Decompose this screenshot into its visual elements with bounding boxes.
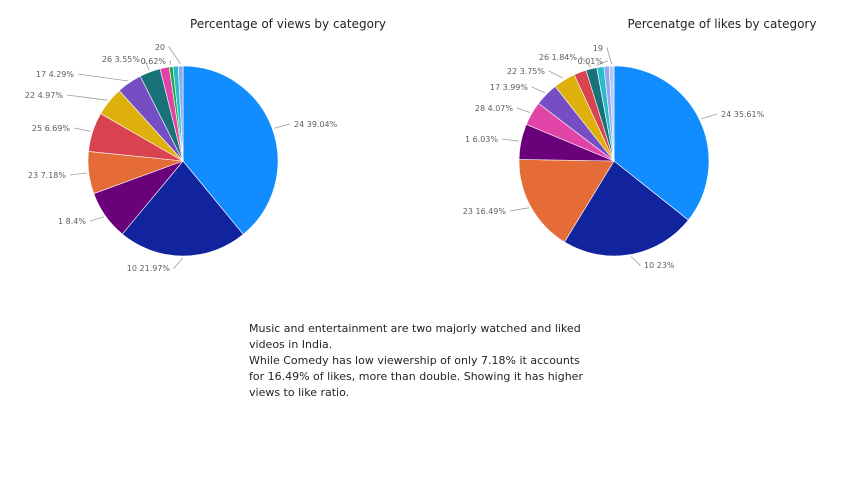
label-leader-line xyxy=(168,46,181,65)
slice-data-label: 19 xyxy=(593,44,603,53)
slice-data-label: 23 16.49% xyxy=(463,207,507,216)
label-leader-line xyxy=(77,73,129,82)
label-leader-line xyxy=(66,94,108,101)
insight-line-1: Music and entertainment are two majorly … xyxy=(249,322,581,351)
label-leader-line xyxy=(596,60,608,66)
label-leader-line xyxy=(169,60,172,65)
slice-data-label: 23 7.18% xyxy=(28,171,67,180)
label-leader-line xyxy=(516,107,531,113)
slice-data-label: 0.62% xyxy=(141,57,167,66)
chart-title: Percentage of views by category xyxy=(190,17,386,31)
slice-data-label: 17 4.29% xyxy=(36,70,75,79)
label-leader-line xyxy=(173,257,184,269)
insight-text-box: Music and entertainment are two majorly … xyxy=(249,321,584,401)
pie-slice[interactable] xyxy=(564,160,689,257)
pie-slice[interactable] xyxy=(518,159,615,243)
slice-data-label: 24 35.61% xyxy=(721,110,765,119)
label-leader-line xyxy=(509,207,530,212)
label-leader-line xyxy=(548,70,564,79)
pie-slice[interactable] xyxy=(121,160,244,257)
pie-chart-1: Percentage of views by category 24 39.04%… xyxy=(25,17,386,273)
slice-data-label: 22 3.75% xyxy=(507,67,546,76)
insight-line-2: While Comedy has low viewership of only … xyxy=(249,354,583,399)
slice-data-label: 26 1.84% xyxy=(539,53,578,62)
label-leader-line xyxy=(630,256,642,266)
label-leader-line xyxy=(501,138,520,142)
slice-data-label: 28 4.07% xyxy=(475,104,514,113)
slice-data-label: 20 xyxy=(155,43,165,52)
pie-chart-2: Percenatge of likes by category 24 35.61%… xyxy=(463,17,817,270)
slice-data-label: 10 21.97% xyxy=(127,264,171,273)
slice-data-label: 1 8.4% xyxy=(58,217,86,226)
label-leader-line xyxy=(89,216,104,222)
slice-data-label: 25 6.69% xyxy=(32,124,71,133)
slice-data-label: 1 6.03% xyxy=(465,135,498,144)
slice-data-label: 24 39.04% xyxy=(294,120,338,129)
chart-title: Percenatge of likes by category xyxy=(628,17,817,31)
pie-slice[interactable] xyxy=(177,65,184,162)
slice-data-label: 17 3.99% xyxy=(490,83,529,92)
slice-data-label: 10 23% xyxy=(644,261,675,270)
label-leader-line xyxy=(580,56,592,68)
pie-slice[interactable] xyxy=(613,65,710,221)
slice-data-label: 22 4.97% xyxy=(25,91,64,100)
slice-data-label: 26 3.55% xyxy=(102,55,141,64)
pie-slice[interactable] xyxy=(608,65,615,162)
pie-slice[interactable] xyxy=(182,65,279,235)
label-leader-line xyxy=(69,172,87,176)
label-leader-line xyxy=(701,113,718,120)
slice-data-label: 0.01% xyxy=(578,57,604,66)
label-leader-line xyxy=(73,127,91,132)
label-leader-line xyxy=(531,86,546,94)
label-leader-line xyxy=(274,123,291,129)
label-leader-line xyxy=(606,47,612,65)
label-leader-line xyxy=(143,58,150,71)
